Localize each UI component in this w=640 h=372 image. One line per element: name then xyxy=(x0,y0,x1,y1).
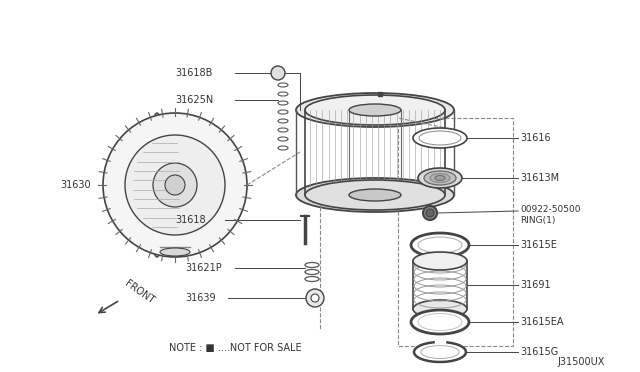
Ellipse shape xyxy=(411,310,469,334)
Circle shape xyxy=(306,289,324,307)
Ellipse shape xyxy=(411,233,469,257)
Ellipse shape xyxy=(418,168,462,188)
Ellipse shape xyxy=(296,93,454,127)
Ellipse shape xyxy=(424,171,456,185)
Ellipse shape xyxy=(160,248,190,256)
Text: 31618B: 31618B xyxy=(175,68,212,78)
Ellipse shape xyxy=(413,128,467,148)
Circle shape xyxy=(153,163,197,207)
Ellipse shape xyxy=(148,113,166,257)
Text: 31615EA: 31615EA xyxy=(520,317,563,327)
Circle shape xyxy=(311,294,319,302)
Ellipse shape xyxy=(419,131,461,145)
Text: NOTE : ■ ....NOT FOR SALE: NOTE : ■ ....NOT FOR SALE xyxy=(169,343,301,353)
Ellipse shape xyxy=(296,178,454,212)
Text: 31625N: 31625N xyxy=(175,95,213,105)
Ellipse shape xyxy=(435,176,445,180)
Circle shape xyxy=(103,113,247,257)
Circle shape xyxy=(423,206,437,220)
Text: 31621P: 31621P xyxy=(185,263,221,273)
Circle shape xyxy=(165,175,185,195)
Bar xyxy=(398,118,513,346)
Ellipse shape xyxy=(349,189,401,201)
Ellipse shape xyxy=(305,180,445,210)
Circle shape xyxy=(271,66,285,80)
Ellipse shape xyxy=(418,314,462,330)
Text: 31630: 31630 xyxy=(60,180,91,190)
Text: RING(1): RING(1) xyxy=(520,215,556,224)
Text: 00922-50500: 00922-50500 xyxy=(520,205,580,214)
Circle shape xyxy=(125,135,225,235)
Text: J31500UX: J31500UX xyxy=(557,357,605,367)
Ellipse shape xyxy=(414,342,466,362)
Ellipse shape xyxy=(421,346,459,359)
Text: 31618: 31618 xyxy=(175,215,205,225)
Ellipse shape xyxy=(305,95,445,125)
Ellipse shape xyxy=(418,237,462,253)
Text: 31613M: 31613M xyxy=(520,173,559,183)
Ellipse shape xyxy=(413,300,467,318)
Text: 31691: 31691 xyxy=(520,280,550,290)
Text: 31616: 31616 xyxy=(520,133,550,143)
Text: 31615G: 31615G xyxy=(520,347,558,357)
Text: FRONT: FRONT xyxy=(123,278,156,306)
Circle shape xyxy=(426,209,434,217)
Ellipse shape xyxy=(349,104,401,116)
Text: 31639: 31639 xyxy=(185,293,216,303)
Ellipse shape xyxy=(413,252,467,270)
Ellipse shape xyxy=(430,173,450,183)
Text: 31615E: 31615E xyxy=(520,240,557,250)
